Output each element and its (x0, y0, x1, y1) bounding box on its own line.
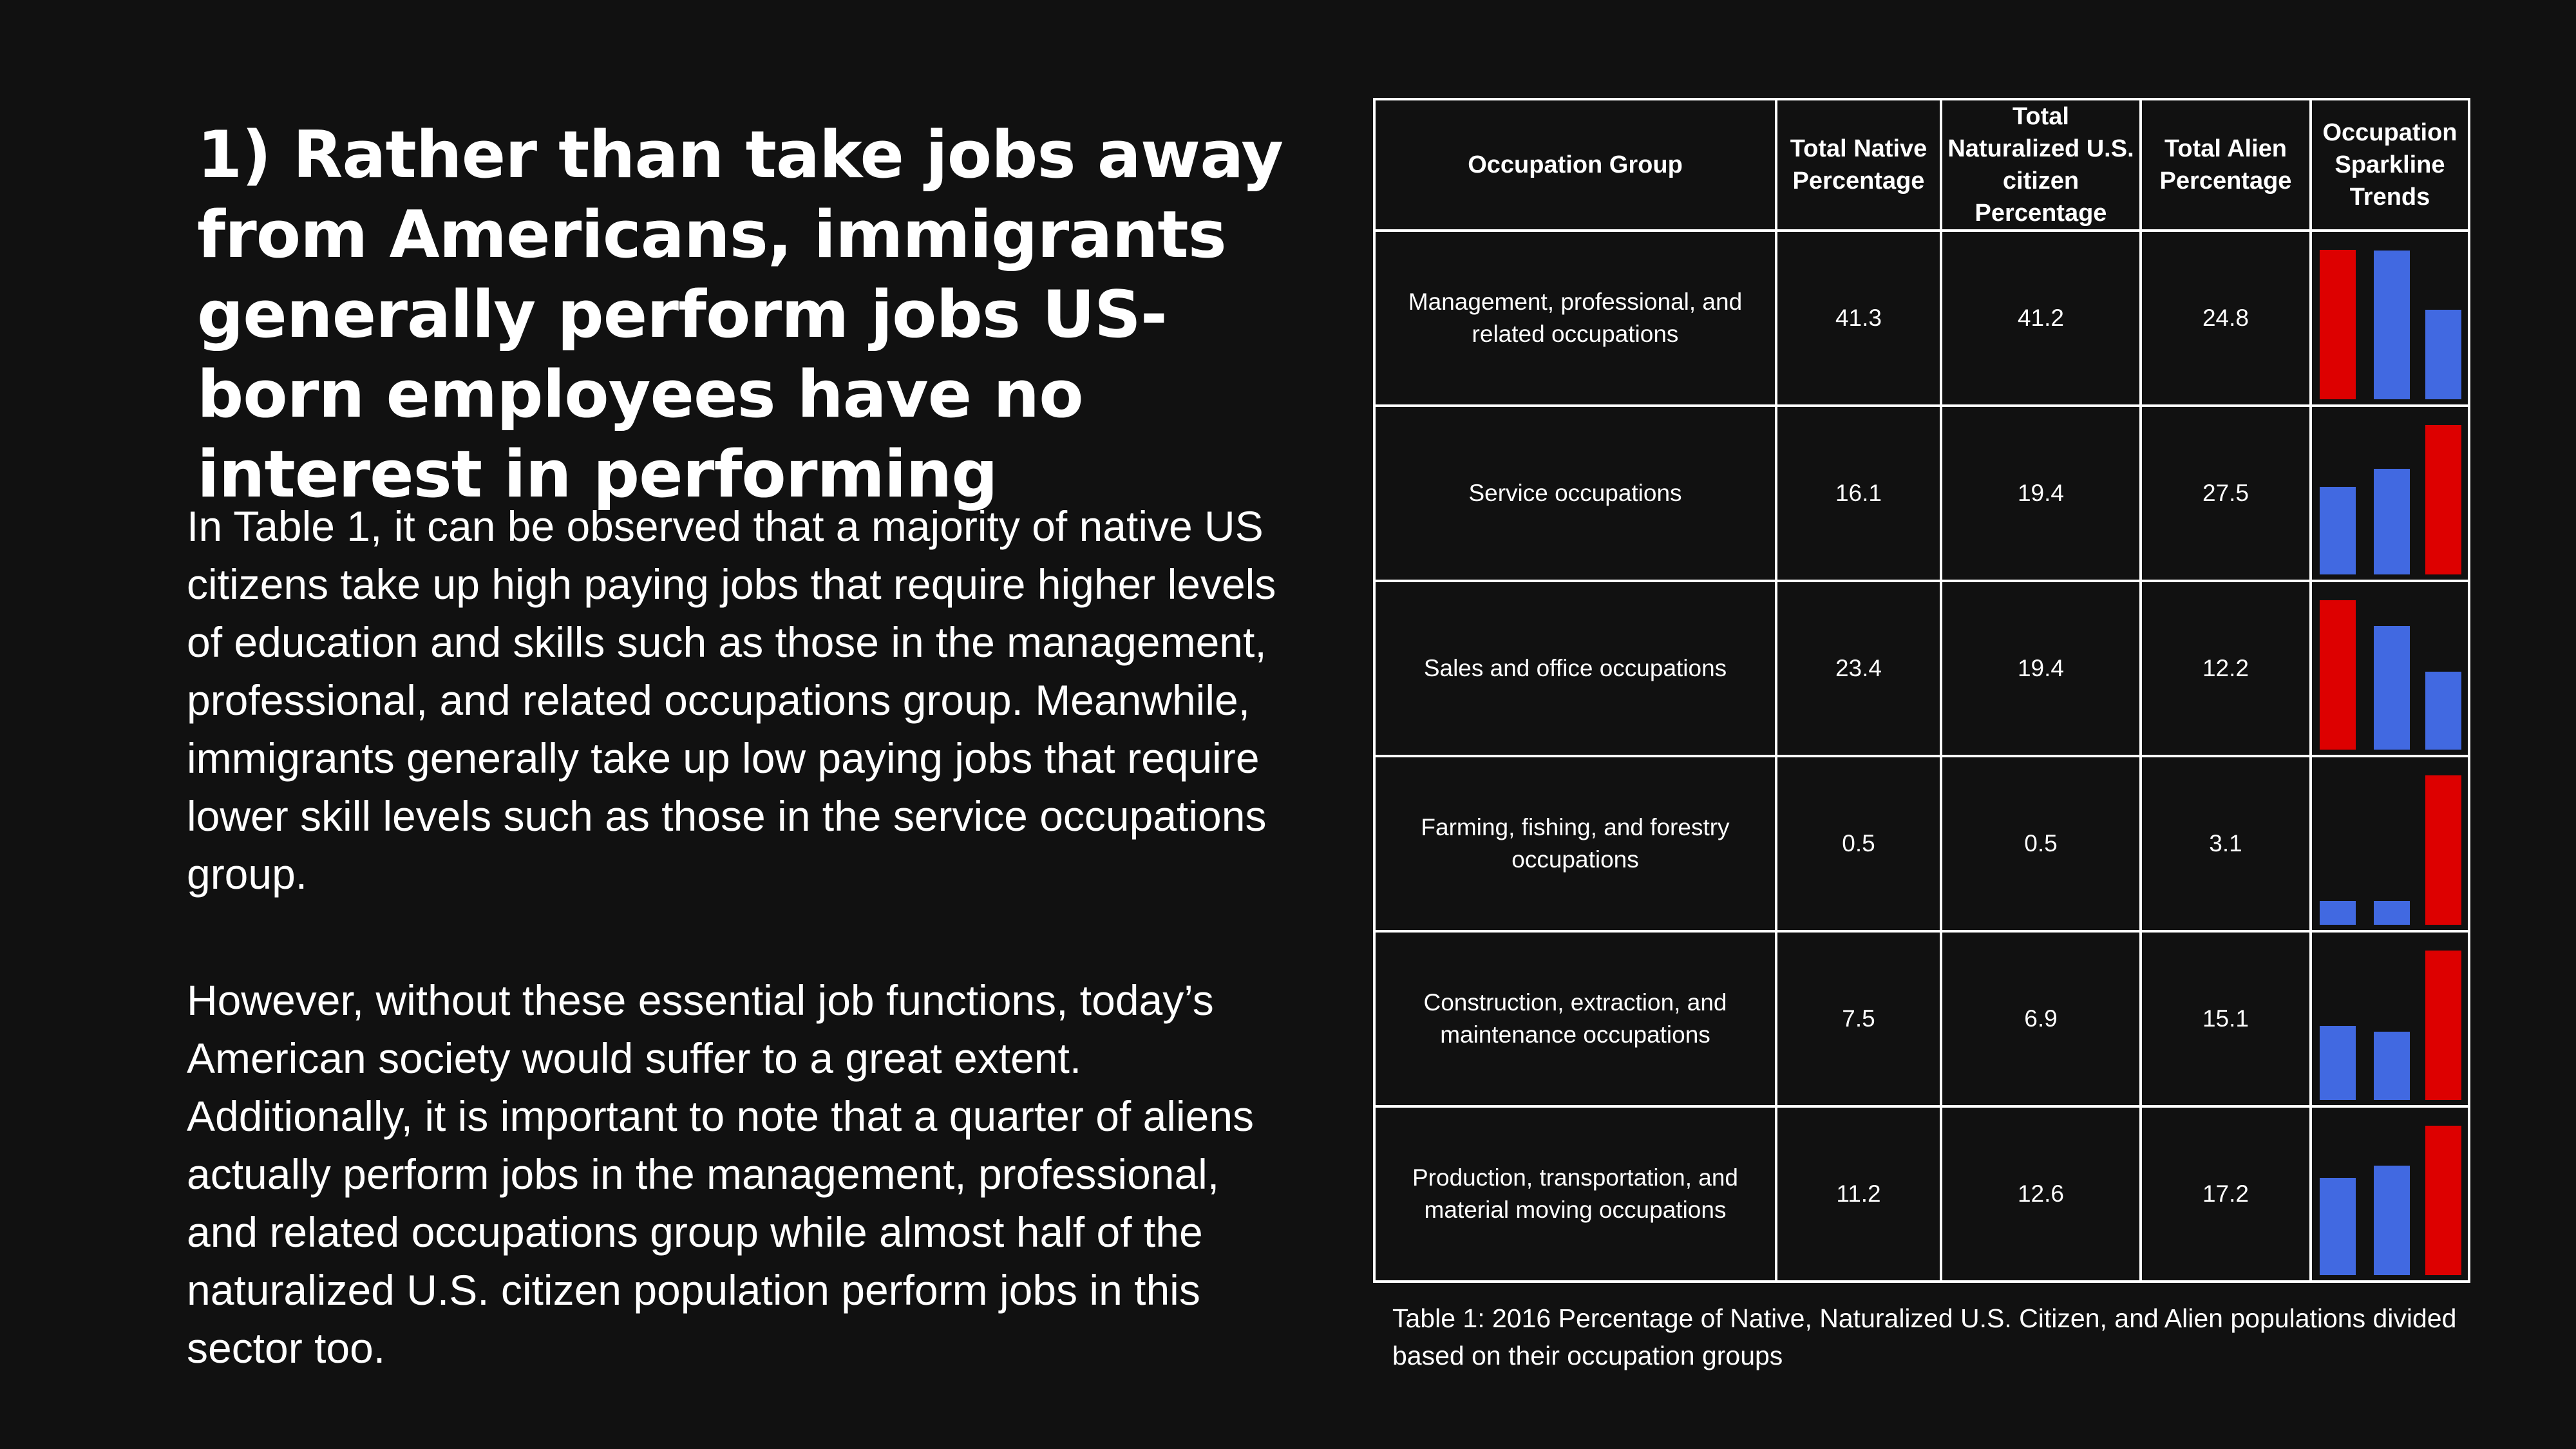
cell-native: 23.4 (1775, 580, 1942, 757)
sparkline-bar-alien (2425, 672, 2461, 750)
cell-alien: 27.5 (2139, 404, 2312, 582)
table-row: Farming, fishing, and forestry occupatio… (1373, 755, 2470, 933)
sparkline-chart (2312, 933, 2468, 1105)
cell-sparkline (2309, 229, 2470, 407)
cell-naturalized: 41.2 (1940, 229, 2142, 407)
header-alien: Total Alien Percentage (2139, 98, 2312, 232)
cell-naturalized: 12.6 (1940, 1105, 2142, 1283)
sparkline-bar-naturalized (2374, 900, 2410, 925)
header-sparkline: Occupation Sparkline Trends (2309, 98, 2470, 232)
slide-title: 1) Rather than take jobs away from Ameri… (197, 117, 1283, 512)
cell-sparkline (2309, 1105, 2470, 1283)
sparkline-bar-alien (2425, 951, 2461, 1100)
sparkline-chart (2312, 407, 2468, 580)
table-row: Service occupations 16.1 19.4 27.5 (1373, 404, 2470, 582)
header-naturalized: Total Naturalized U.S. citizen Percentag… (1940, 98, 2142, 232)
sparkline-bar-native (2320, 250, 2356, 399)
cell-alien: 12.2 (2139, 580, 2312, 757)
sparkline-bar-naturalized (2374, 250, 2410, 399)
sparkline-chart (2312, 232, 2468, 404)
cell-naturalized: 19.4 (1940, 580, 2142, 757)
sparkline-bar-alien (2425, 425, 2461, 574)
occupation-table-container: Occupation Group Total Native Percentage… (1373, 98, 2470, 1283)
table-row: Sales and office occupations 23.4 19.4 1… (1373, 580, 2470, 757)
cell-occupation-group: Construction, extraction, and maintenanc… (1373, 930, 1777, 1108)
body-paragraph-1: In Table 1, it can be observed that a ma… (187, 502, 1276, 898)
table-caption: Table 1: 2016 Percentage of Native, Natu… (1392, 1303, 2457, 1370)
table-row: Production, transportation, and material… (1373, 1105, 2470, 1283)
cell-alien: 3.1 (2139, 755, 2312, 933)
sparkline-chart (2312, 1108, 2468, 1280)
sparkline-bar-native (2320, 1025, 2356, 1100)
body-paragraph-2: However, without these essential job fun… (187, 976, 1255, 1372)
cell-occupation-group: Management, professional, and related oc… (1373, 229, 1777, 407)
cell-sparkline (2309, 755, 2470, 933)
cell-sparkline (2309, 404, 2470, 582)
cell-naturalized: 0.5 (1940, 755, 2142, 933)
cell-native: 11.2 (1775, 1105, 1942, 1283)
table-row: Management, professional, and related oc… (1373, 229, 2470, 407)
sparkline-bar-naturalized (2374, 1166, 2410, 1275)
cell-occupation-group: Production, transportation, and material… (1373, 1105, 1777, 1283)
cell-native: 16.1 (1775, 404, 1942, 582)
cell-naturalized: 19.4 (1940, 404, 2142, 582)
sparkline-chart (2312, 757, 2468, 930)
cell-naturalized: 6.9 (1940, 930, 2142, 1108)
cell-alien: 17.2 (2139, 1105, 2312, 1283)
sparkline-bar-native (2320, 487, 2356, 574)
table-header-row: Occupation Group Total Native Percentage… (1373, 98, 2470, 232)
sparkline-bar-naturalized (2374, 469, 2410, 574)
sparkline-bar-native (2320, 900, 2356, 925)
occupation-table: Occupation Group Total Native Percentage… (1373, 98, 2470, 1283)
cell-sparkline (2309, 580, 2470, 757)
sparkline-bar-alien (2425, 309, 2461, 399)
sparkline-bar-alien (2425, 1126, 2461, 1275)
cell-native: 41.3 (1775, 229, 1942, 407)
sparkline-bar-naturalized (2374, 1032, 2410, 1100)
cell-native: 0.5 (1775, 755, 1942, 933)
sparkline-bar-native (2320, 600, 2356, 750)
cell-alien: 24.8 (2139, 229, 2312, 407)
table-row: Construction, extraction, and maintenanc… (1373, 930, 2470, 1108)
sparkline-chart (2312, 582, 2468, 755)
cell-occupation-group: Farming, fishing, and forestry occupatio… (1373, 755, 1777, 933)
cell-occupation-group: Sales and office occupations (1373, 580, 1777, 757)
header-occupation-group: Occupation Group (1373, 98, 1777, 232)
cell-alien: 15.1 (2139, 930, 2312, 1108)
cell-native: 7.5 (1775, 930, 1942, 1108)
cell-sparkline (2309, 930, 2470, 1108)
sparkline-bar-native (2320, 1177, 2356, 1275)
cell-occupation-group: Service occupations (1373, 404, 1777, 582)
sparkline-bar-alien (2425, 775, 2461, 925)
header-native: Total Native Percentage (1775, 98, 1942, 232)
sparkline-bar-naturalized (2374, 625, 2410, 750)
